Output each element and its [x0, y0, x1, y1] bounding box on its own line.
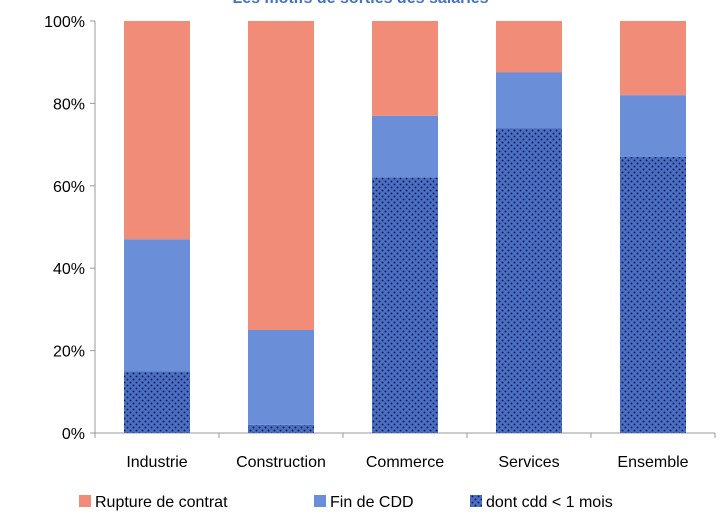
- y-tick-label: 40%: [53, 261, 85, 278]
- legend-swatch: [470, 495, 482, 507]
- legend-label: dont cdd < 1 mois: [486, 494, 613, 511]
- x-tick-labels: Industrie Construction Commerce Services Ens…: [126, 454, 688, 471]
- legend-label: Fin de CDD: [330, 494, 414, 511]
- legend: Rupture de contrat Fin de CDD dont cdd < 1…: [79, 494, 613, 511]
- x-tick-label: Industrie: [126, 454, 187, 471]
- y-tick-label: 20%: [53, 344, 85, 361]
- y-tick-label: 80%: [53, 96, 85, 113]
- legend-swatch: [79, 495, 91, 507]
- legend-swatch: [314, 495, 326, 507]
- y-tick-label: 60%: [53, 179, 85, 196]
- axes-layer: 0% 20% 40% 60% 80% 100%: [44, 14, 716, 443]
- bar-rupture-de-contrat: [124, 21, 190, 240]
- bar-dont-cdd-1-mois: [372, 177, 438, 433]
- bar-dont-cdd-1-mois: [620, 156, 686, 433]
- bar-dont-cdd-1-mois: [248, 424, 314, 433]
- x-tick-label: Construction: [236, 454, 326, 471]
- legend-label: Rupture de contrat: [95, 494, 228, 511]
- bar-rupture-de-contrat: [620, 21, 686, 96]
- y-tick-label: 100%: [44, 14, 85, 31]
- x-tick-label: Ensemble: [617, 454, 688, 471]
- bar-fin-de-cdd: [248, 330, 314, 425]
- bar-rupture-de-contrat: [372, 21, 438, 116]
- bar-fin-de-cdd: [496, 72, 562, 129]
- chart-title: Les motifs de sorties des salariés: [0, 0, 721, 8]
- bar-dont-cdd-1-mois: [124, 371, 190, 433]
- bars-layer: [124, 21, 686, 433]
- bar-fin-de-cdd: [620, 95, 686, 157]
- bar-fin-de-cdd: [124, 239, 190, 372]
- x-tick-label: Commerce: [366, 454, 444, 471]
- bar-fin-de-cdd: [372, 115, 438, 178]
- bar-dont-cdd-1-mois: [496, 128, 562, 433]
- y-tick-label: 0%: [62, 426, 85, 443]
- bar-rupture-de-contrat: [248, 21, 314, 330]
- bar-rupture-de-contrat: [496, 21, 562, 73]
- x-tick-label: Services: [498, 454, 559, 471]
